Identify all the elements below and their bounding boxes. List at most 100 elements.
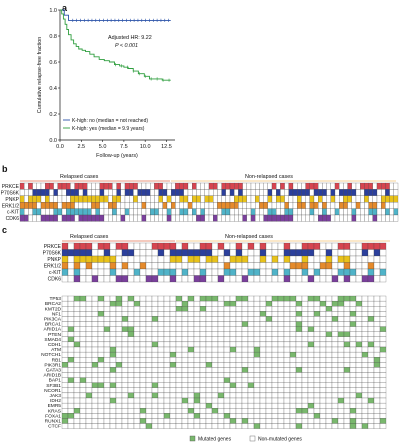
gene-cell (325, 397, 333, 404)
gene-cell (259, 331, 267, 337)
heatmap-cell (309, 182, 315, 190)
heatmap-cell (376, 214, 382, 222)
km-p-annotation: P < 0.001 (115, 43, 138, 49)
heatmap-cell (103, 242, 111, 250)
heatmap-cell (66, 214, 71, 222)
gene-cell (241, 362, 249, 368)
gene-cell (289, 423, 297, 429)
gene-cell (349, 316, 357, 322)
gene-cell (283, 397, 291, 404)
heatmap-cell (103, 182, 109, 190)
row-label: PTEN (48, 332, 61, 338)
gene-cell (229, 362, 237, 368)
heatmap-cell (297, 202, 302, 209)
gene-cell (169, 311, 177, 317)
heatmap-cell (326, 182, 331, 190)
gene-cell (67, 392, 75, 399)
gene-cell (133, 362, 141, 368)
legend-mutated-swatch (189, 435, 196, 442)
row-label: CTCF (48, 424, 61, 430)
gene-cell (379, 326, 387, 332)
gene-cell (235, 402, 243, 409)
heatmap-cell (313, 208, 319, 216)
gene-cell (103, 295, 111, 302)
gene-cell (109, 357, 117, 363)
gene-cell (259, 351, 267, 358)
gene-cell (235, 367, 243, 373)
gene-cell (247, 397, 255, 404)
heatmap-cell (99, 195, 105, 203)
legend-nonmutated-label: Non-mutated genes (258, 437, 302, 443)
heatmap-cell (263, 195, 268, 203)
gene-cell (313, 382, 321, 388)
gene-cell (85, 316, 93, 322)
heatmap-cell (234, 202, 239, 209)
heatmap-cell (253, 268, 261, 276)
gene-cell (61, 316, 69, 322)
gene-cell (289, 351, 297, 358)
gene-cell (307, 413, 315, 419)
gene-cell (115, 408, 123, 414)
heatmap-cell (339, 208, 344, 216)
heatmap-cell (45, 189, 50, 196)
gene-cell (289, 413, 297, 419)
gene-cell (277, 326, 285, 332)
gene-cell (199, 326, 207, 332)
heatmap-cell (67, 262, 75, 270)
gene-cell (109, 321, 117, 327)
gene-cell (181, 382, 189, 388)
gene-cell (355, 423, 363, 429)
gene-cell (91, 382, 99, 388)
heatmap-cell (40, 214, 46, 222)
heatmap-cell (367, 255, 375, 263)
gene-cell (145, 306, 153, 312)
gene-cell (157, 346, 165, 353)
heatmap-cell (45, 202, 50, 209)
heatmap-cell (183, 208, 189, 216)
gene-cell (289, 408, 297, 414)
heatmap-cell (87, 214, 92, 222)
gene-cell (193, 413, 201, 419)
row-label: ATM (51, 347, 61, 353)
heatmap-cell (295, 268, 303, 276)
gene-cell (61, 377, 69, 383)
gene-cell (73, 418, 81, 424)
gene-cell (151, 397, 159, 404)
gene-cell (97, 346, 105, 353)
gene-cell (343, 382, 351, 388)
heatmap-cell (211, 262, 219, 270)
gene-cell (133, 377, 141, 383)
km-x-tick-label: 5.0 (99, 144, 107, 150)
gene-cell (355, 357, 363, 363)
gene-cell (319, 377, 327, 383)
gene-cell (373, 387, 381, 394)
gene-cell (295, 321, 303, 327)
gene-cell (295, 316, 303, 322)
gene-cell (379, 408, 387, 414)
gene-cell (67, 397, 75, 404)
gene-cell (169, 402, 177, 409)
gene-cell (151, 392, 159, 399)
gene-cell (181, 372, 189, 378)
gene-cell (349, 306, 357, 312)
gene-cell (367, 372, 375, 378)
heatmap-cell (175, 202, 180, 209)
gene-cell (295, 367, 303, 373)
heatmap-cell (193, 275, 201, 283)
gene-cell (271, 295, 279, 302)
gene-cell (157, 300, 165, 307)
heatmap-cell (145, 268, 153, 276)
gene-cell (163, 367, 171, 373)
gene-cell (175, 377, 183, 383)
heatmap-cell (61, 208, 67, 216)
gene-cell (229, 311, 237, 317)
heatmap-cell (255, 202, 260, 209)
gene-cell (187, 311, 195, 317)
gene-cell (67, 341, 75, 348)
gene-cell (199, 402, 207, 409)
gene-cell (265, 413, 273, 419)
gene-cell (205, 306, 213, 312)
gene-cell (211, 392, 219, 399)
heatmap-cell (213, 208, 218, 216)
